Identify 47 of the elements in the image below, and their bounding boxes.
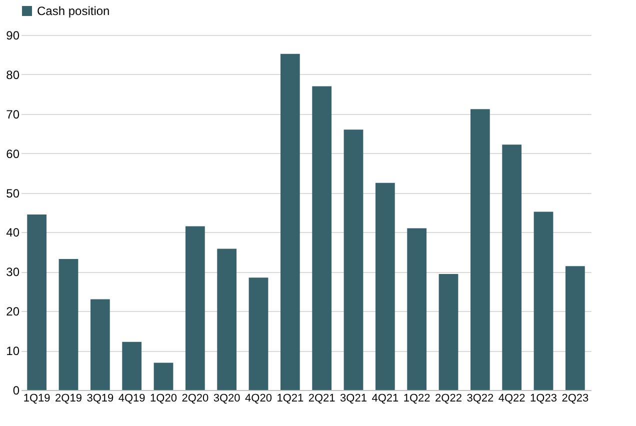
y-tick-label: 30 (6, 265, 20, 280)
bar (534, 212, 554, 390)
y-tick-label: 60 (6, 146, 20, 161)
x-tick-label: 2Q22 (435, 392, 462, 404)
bar (470, 109, 490, 390)
bar (375, 182, 395, 390)
x-tick-label: 3Q20 (213, 392, 240, 404)
bar (248, 278, 268, 390)
bar (565, 266, 585, 390)
bar (154, 362, 174, 390)
y-tick-label: 10 (6, 344, 20, 358)
legend-label: Cash position (37, 4, 110, 18)
bar (502, 144, 522, 390)
bar (438, 274, 458, 390)
bar (122, 342, 142, 390)
x-tick-label: 2Q23 (562, 392, 589, 404)
bar (344, 130, 364, 390)
bar (58, 259, 78, 390)
x-tick-label: 1Q22 (403, 392, 430, 404)
y-tick-label: 90 (6, 28, 20, 42)
x-tick-label: 1Q21 (276, 392, 304, 404)
x-tick-label: 4Q20 (245, 392, 272, 404)
bar (185, 226, 205, 390)
x-tick-label: 4Q19 (118, 392, 146, 404)
x-tick-label: 1Q20 (150, 392, 177, 404)
x-tick-label: 3Q21 (340, 392, 367, 404)
x-tick-label: 3Q19 (86, 392, 114, 404)
x-tick-label: 3Q22 (466, 392, 494, 404)
x-tick-label: 2Q20 (182, 392, 209, 404)
x-tick-label: 1Q23 (530, 392, 557, 404)
y-tick-label: 50 (6, 186, 20, 200)
y-tick-label: 0 (12, 384, 20, 398)
bar (27, 214, 47, 390)
bar (280, 54, 300, 390)
x-tick-label: 4Q21 (372, 392, 399, 404)
bar (312, 86, 332, 390)
x-tick-label: 2Q19 (55, 392, 82, 404)
bar (407, 228, 427, 390)
y-tick-label: 70 (6, 107, 20, 122)
x-tick-label: 4Q22 (498, 392, 526, 404)
y-tick-label: 20 (6, 304, 20, 319)
y-tick-label: 80 (6, 68, 20, 82)
x-tick-label: 1Q19 (23, 392, 50, 404)
bar (217, 248, 237, 390)
bar (90, 299, 110, 390)
y-tick-label: 40 (6, 226, 20, 240)
x-tick-label: 2Q21 (308, 392, 336, 404)
